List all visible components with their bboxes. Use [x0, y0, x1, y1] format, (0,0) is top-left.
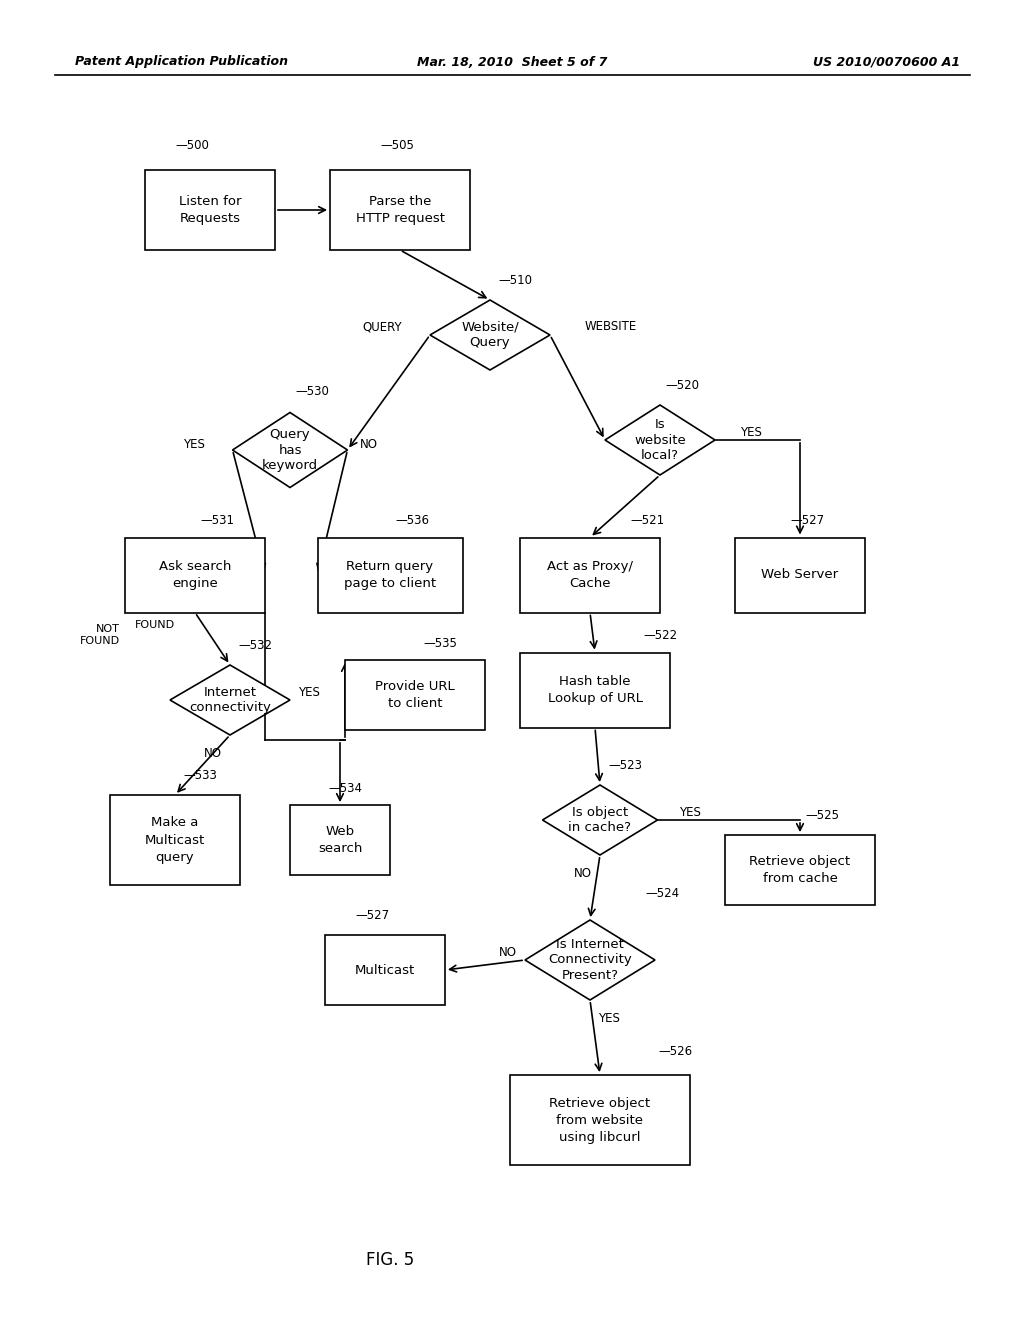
Text: YES: YES: [598, 1012, 620, 1026]
Text: US 2010/0070600 A1: US 2010/0070600 A1: [813, 55, 961, 69]
Text: —510: —510: [498, 275, 532, 286]
Text: FIG. 5: FIG. 5: [366, 1251, 414, 1269]
Text: —521: —521: [630, 513, 665, 527]
Text: QUERY: QUERY: [362, 321, 402, 334]
Text: Parse the
HTTP request: Parse the HTTP request: [355, 195, 444, 224]
Text: —527: —527: [355, 909, 389, 921]
FancyBboxPatch shape: [110, 795, 240, 884]
Text: —530: —530: [295, 385, 329, 399]
Text: Web Server: Web Server: [762, 569, 839, 582]
Text: NO: NO: [499, 945, 517, 958]
Text: YES: YES: [182, 438, 205, 451]
Text: —527: —527: [790, 513, 824, 527]
Text: Retrieve object
from cache: Retrieve object from cache: [750, 855, 851, 884]
Text: FOUND: FOUND: [135, 620, 175, 631]
Text: Web
search: Web search: [317, 825, 362, 855]
Text: Listen for
Requests: Listen for Requests: [179, 195, 242, 224]
Text: —525: —525: [805, 809, 839, 822]
Text: Internet
connectivity: Internet connectivity: [189, 686, 271, 714]
Text: Make a
Multicast
query: Make a Multicast query: [144, 817, 205, 863]
Polygon shape: [232, 412, 347, 487]
FancyBboxPatch shape: [330, 170, 470, 249]
Text: Query
has
keyword: Query has keyword: [262, 428, 318, 473]
FancyBboxPatch shape: [735, 537, 865, 612]
Text: —520: —520: [665, 379, 699, 392]
Text: —523: —523: [608, 759, 642, 772]
Text: Mar. 18, 2010  Sheet 5 of 7: Mar. 18, 2010 Sheet 5 of 7: [417, 55, 607, 69]
Polygon shape: [525, 920, 655, 1001]
Text: YES: YES: [740, 425, 762, 438]
Polygon shape: [543, 785, 657, 855]
FancyBboxPatch shape: [145, 170, 275, 249]
Polygon shape: [170, 665, 290, 735]
FancyBboxPatch shape: [325, 935, 445, 1005]
FancyBboxPatch shape: [725, 836, 874, 906]
Text: —505: —505: [380, 139, 414, 152]
Text: Is object
in cache?: Is object in cache?: [568, 805, 632, 834]
Text: NO: NO: [574, 867, 592, 880]
Text: —531: —531: [200, 513, 234, 527]
Text: —536: —536: [395, 513, 429, 527]
Text: WEBSITE: WEBSITE: [585, 321, 637, 334]
Text: NO: NO: [204, 747, 222, 760]
FancyBboxPatch shape: [345, 660, 485, 730]
Text: Multicast: Multicast: [355, 964, 415, 977]
Text: —526: —526: [658, 1045, 692, 1059]
Text: NOT
FOUND: NOT FOUND: [80, 624, 120, 645]
Text: Ask search
engine: Ask search engine: [159, 560, 231, 590]
Text: Hash table
Lookup of URL: Hash table Lookup of URL: [548, 675, 642, 705]
FancyBboxPatch shape: [125, 537, 265, 612]
Text: Is Internet
Connectivity
Present?: Is Internet Connectivity Present?: [548, 939, 632, 982]
FancyBboxPatch shape: [520, 537, 660, 612]
Text: Return query
page to client: Return query page to client: [344, 560, 436, 590]
FancyBboxPatch shape: [317, 537, 463, 612]
Text: —534: —534: [328, 781, 362, 795]
Text: NO: NO: [359, 438, 378, 451]
Text: —533: —533: [183, 770, 217, 781]
Text: Patent Application Publication: Patent Application Publication: [75, 55, 288, 69]
FancyBboxPatch shape: [510, 1074, 690, 1166]
Text: —535: —535: [423, 638, 457, 649]
Text: Provide URL
to client: Provide URL to client: [375, 680, 455, 710]
Polygon shape: [430, 300, 550, 370]
Text: —524: —524: [645, 887, 679, 900]
Text: Act as Proxy/
Cache: Act as Proxy/ Cache: [547, 560, 633, 590]
Text: —532: —532: [238, 639, 272, 652]
Polygon shape: [605, 405, 715, 475]
Text: —522: —522: [643, 630, 677, 642]
Text: Website/
Query: Website/ Query: [461, 321, 519, 350]
Text: YES: YES: [298, 685, 319, 698]
Text: —500: —500: [175, 139, 209, 152]
Text: Retrieve object
from website
using libcurl: Retrieve object from website using libcu…: [550, 1097, 650, 1143]
Text: YES: YES: [680, 805, 701, 818]
FancyBboxPatch shape: [290, 805, 390, 875]
FancyBboxPatch shape: [520, 652, 670, 727]
Text: Is
website
local?: Is website local?: [634, 418, 686, 462]
